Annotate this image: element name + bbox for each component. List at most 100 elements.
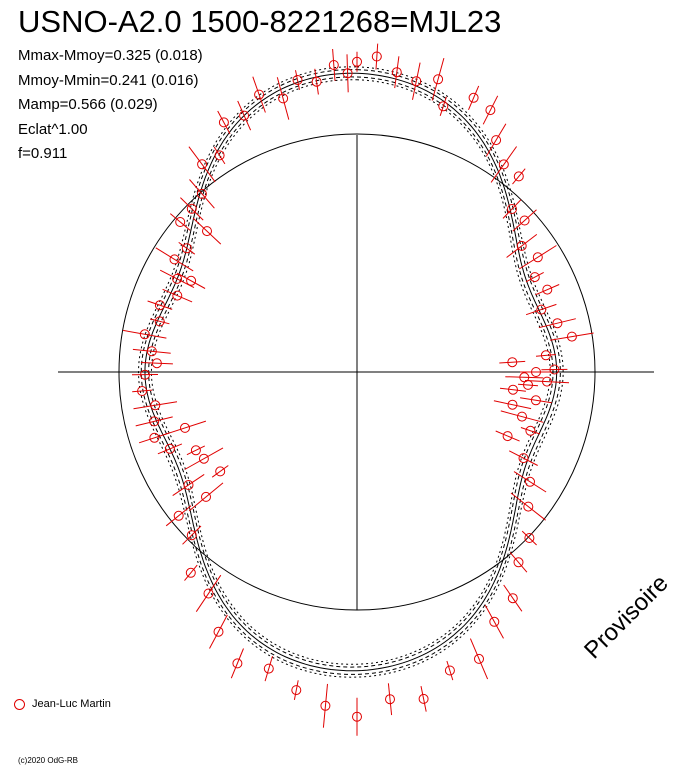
data-point [131, 369, 159, 380]
point-marker [532, 252, 543, 263]
data-point [186, 445, 206, 456]
error-bar [172, 473, 205, 497]
data-point [510, 492, 546, 521]
data-point [230, 648, 244, 679]
error-bar [439, 96, 447, 116]
error-bar [169, 213, 191, 231]
data-point [132, 386, 153, 396]
point-marker [523, 379, 533, 390]
point-marker [411, 76, 422, 87]
data-point [133, 400, 178, 411]
data-point [482, 95, 499, 125]
error-bar [133, 401, 178, 410]
error-bar [485, 123, 507, 157]
error-bar [237, 100, 252, 131]
data-point [169, 213, 191, 231]
point-marker [507, 399, 518, 410]
data-point [184, 564, 198, 581]
error-bar [132, 348, 171, 354]
error-bar [209, 614, 228, 649]
error-bar [162, 288, 193, 303]
error-bar [535, 354, 556, 357]
data-point [517, 379, 539, 390]
data-point [391, 56, 402, 89]
stats-block: Mmax-Mmoy=0.325 (0.018) Mmoy-Mmin=0.241 … [18, 44, 203, 167]
point-marker [185, 567, 196, 578]
error-bar [322, 683, 328, 728]
error-bar [276, 77, 290, 120]
data-point [493, 399, 532, 410]
point-marker [507, 204, 517, 214]
error-bar [468, 85, 480, 110]
point-marker [530, 395, 541, 406]
point-marker [468, 92, 479, 103]
data-point [431, 57, 445, 101]
point-marker [291, 685, 302, 696]
data-point [506, 234, 538, 258]
point-marker [186, 275, 197, 286]
point-marker [328, 60, 339, 70]
error-bar [135, 416, 173, 427]
data-point [157, 443, 183, 455]
data-point [411, 62, 422, 100]
point-marker [498, 159, 509, 170]
point-marker [198, 453, 209, 464]
data-point [520, 395, 552, 406]
data-point [163, 420, 207, 436]
reference-circle [118, 133, 596, 611]
error-bar [314, 68, 319, 95]
data-point [162, 288, 193, 303]
legend-marker-icon [14, 698, 25, 710]
point-marker [154, 316, 165, 327]
point-marker [529, 272, 540, 283]
data-point [147, 300, 173, 311]
error-bar [510, 492, 546, 521]
point-marker [320, 700, 331, 711]
point-marker [542, 284, 553, 295]
point-marker [254, 89, 265, 100]
point-marker [214, 150, 225, 161]
error-bar [517, 383, 539, 387]
point-marker [137, 386, 148, 396]
point-marker [502, 431, 513, 442]
fit-curve-outer [150, 79, 551, 665]
point-marker [352, 56, 362, 67]
data-point [252, 76, 266, 113]
error-bar [493, 400, 532, 410]
watermark-text: Provisoire [579, 570, 674, 665]
data-point [418, 686, 429, 712]
stat-eclat: Eclat^1.00 [18, 120, 88, 138]
data-point [149, 316, 170, 327]
point-marker [433, 74, 444, 85]
point-marker [232, 658, 243, 669]
point-marker [438, 101, 449, 112]
error-bar [192, 217, 222, 245]
data-point [352, 697, 362, 736]
data-point [213, 146, 226, 165]
data-point [524, 376, 570, 387]
error-bar [155, 247, 194, 272]
data-point [123, 329, 167, 340]
error-bar [176, 272, 206, 289]
data-point [535, 350, 556, 361]
point-marker [169, 254, 180, 265]
data-point [188, 482, 224, 512]
error-bar [524, 380, 570, 384]
data-point [195, 574, 222, 612]
data-point [525, 303, 557, 316]
data-point [438, 96, 449, 116]
data-point [172, 473, 205, 497]
error-bar [520, 427, 541, 435]
point-marker [196, 188, 207, 199]
point-marker [201, 491, 211, 502]
chart-title: USNO-A2.0 1500-8221268=MJL23 [18, 4, 502, 39]
error-bar [525, 303, 557, 316]
point-marker [525, 425, 536, 436]
data-point [291, 680, 302, 700]
point-marker [181, 243, 192, 254]
point-marker [371, 51, 382, 62]
error-bar [346, 54, 349, 93]
point-marker [292, 75, 303, 85]
error-bar [184, 564, 198, 581]
